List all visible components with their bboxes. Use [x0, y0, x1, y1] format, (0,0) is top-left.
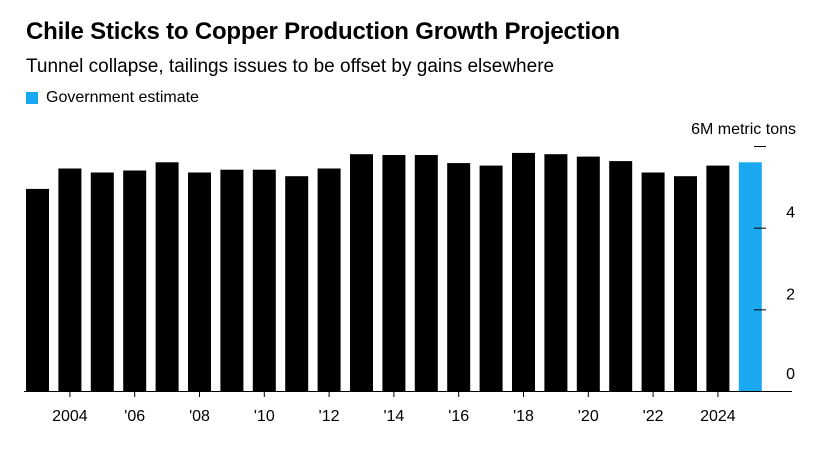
x-tick-label-2018: '18: [513, 408, 534, 425]
x-tick-label-2004: 2004: [52, 408, 88, 425]
bar-estimate-2025: [738, 162, 762, 391]
bar-2020: [576, 156, 600, 391]
x-tick-label-2016: '16: [448, 408, 469, 425]
x-tick-label-2008: '08: [189, 408, 210, 425]
bar-2016: [447, 163, 471, 391]
chart-subtitle: Tunnel collapse, tailings issues to be o…: [26, 56, 555, 77]
bar-2014: [382, 155, 406, 391]
x-tick-label-2012: '12: [319, 408, 340, 425]
bar-2017: [479, 165, 503, 391]
legend: Government estimate: [26, 89, 199, 107]
y-tick-label-2: 2: [786, 286, 795, 303]
bar-2007: [155, 162, 179, 391]
x-tick-label-2014: '14: [383, 408, 404, 425]
x-tick-label-2022: '22: [643, 408, 664, 425]
chart-title: Chile Sticks to Copper Production Growth…: [26, 18, 620, 45]
y-axis-unit-label: 6M metric tons: [691, 121, 796, 138]
bar-2005: [90, 172, 114, 391]
bar-2018: [512, 152, 535, 391]
bar-2019: [544, 154, 568, 391]
bar-2008: [188, 172, 211, 391]
y-tick-label-0: 0: [786, 366, 795, 383]
x-tick-label-2006: '06: [124, 408, 145, 425]
x-tick-label-2020: '20: [578, 408, 599, 425]
bar-2022: [641, 172, 665, 391]
bar-2011: [285, 176, 309, 391]
x-tick-label-2024: 2024: [700, 408, 736, 425]
bar-2021: [609, 161, 633, 391]
legend-label-estimate: Government estimate: [46, 89, 199, 106]
bar-2010: [252, 169, 276, 391]
bar-2023: [674, 176, 697, 391]
bar-2003: [26, 188, 49, 391]
bar-2013: [350, 154, 373, 391]
legend-swatch-estimate: [26, 92, 38, 104]
x-tick-label-2010: '10: [254, 408, 275, 425]
bar-2015: [414, 155, 438, 391]
bar-2009: [220, 169, 244, 391]
bar-2012: [317, 168, 341, 391]
bar-2004: [58, 168, 82, 391]
y-tick-label-4: 4: [786, 205, 795, 222]
bar-2006: [123, 170, 147, 391]
bar-2024: [706, 165, 730, 391]
